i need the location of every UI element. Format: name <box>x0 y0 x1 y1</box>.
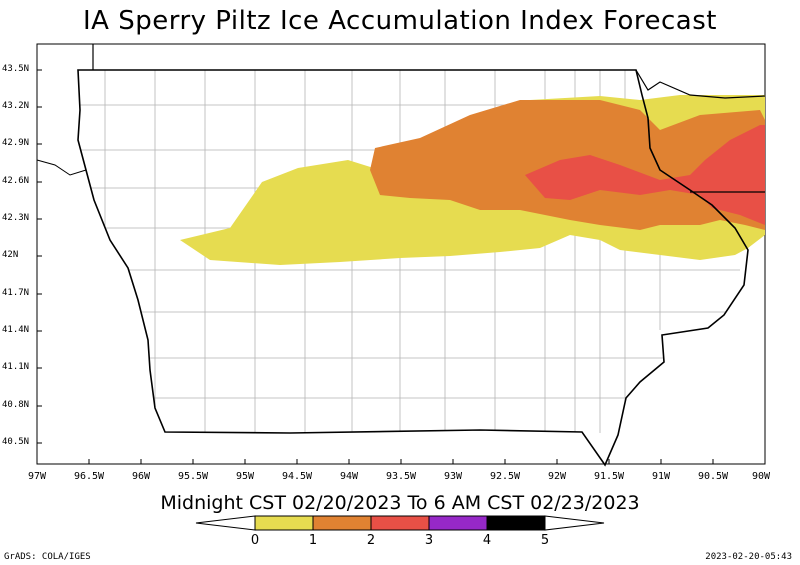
lon-label-91.5W: 91.5W <box>593 471 625 482</box>
credit-timestamp: 2023-02-20-05:43 <box>705 552 792 562</box>
forecast-period: Midnight CST 02/20/2023 To 6 AM CST 02/2… <box>160 492 640 514</box>
lon-label-92.5W: 92.5W <box>489 471 521 482</box>
colorbar <box>195 515 605 531</box>
colorbar-label-1: 1 <box>308 533 318 548</box>
lat-label-43.2N: 43.2N <box>2 101 30 111</box>
colorbar-segment-4-5 <box>486 515 546 531</box>
colorbar-segment-2-3 <box>370 515 430 531</box>
colorbar-label-0: 0 <box>250 533 260 548</box>
lat-label-41.7N: 41.7N <box>2 288 30 298</box>
minnesota-wisconsin-border <box>92 44 766 99</box>
lon-label-95.5W: 95.5W <box>177 471 209 482</box>
lon-label-91W: 91W <box>651 471 671 482</box>
lat-label-42.3N: 42.3N <box>2 213 30 223</box>
lon-label-94W: 94W <box>339 471 359 482</box>
lat-label-42N: 42N <box>2 250 19 260</box>
lon-label-95W: 95W <box>235 471 255 482</box>
lat-label-40.8N: 40.8N <box>2 400 30 410</box>
lat-label-41.1N: 41.1N <box>2 362 30 372</box>
lat-label-41.4N: 41.4N <box>2 325 30 335</box>
colorbar-label-3: 3 <box>424 533 434 548</box>
map-title: IA Sperry Piltz Ice Accumulation Index F… <box>83 6 717 36</box>
lat-label-43.5N: 43.5N <box>2 64 30 74</box>
lon-label-96.5W: 96.5W <box>73 471 105 482</box>
lon-label-90.5W: 90.5W <box>697 471 729 482</box>
lat-ticks <box>37 69 42 444</box>
lon-label-93.5W: 93.5W <box>385 471 417 482</box>
colorbar-label-4: 4 <box>482 533 492 548</box>
lon-label-96W: 96W <box>131 471 151 482</box>
colorbar-label-5: 5 <box>540 533 550 548</box>
colorbar-label-2: 2 <box>366 533 376 548</box>
credit-grads: GrADS: COLA/IGES <box>4 552 91 562</box>
colorbar-segment-0-1 <box>254 515 314 531</box>
lat-label-42.9N: 42.9N <box>2 138 30 148</box>
colorbar-segment-3-4 <box>428 515 488 531</box>
nebraska-river-border <box>36 159 87 176</box>
colorbar-segment-1-2 <box>312 515 372 531</box>
lat-label-42.6N: 42.6N <box>2 176 30 186</box>
lon-label-97W: 97W <box>27 471 47 482</box>
lon-label-94.5W: 94.5W <box>281 471 313 482</box>
lon-ticks <box>36 459 766 464</box>
ice-shading <box>180 95 765 265</box>
lon-label-93W: 93W <box>443 471 463 482</box>
lat-label-40.5N: 40.5N <box>2 437 30 447</box>
colorbar-high-arrow <box>544 515 605 531</box>
lon-label-90W: 90W <box>751 471 771 482</box>
lon-label-92W: 92W <box>547 471 567 482</box>
colorbar-low-arrow <box>195 515 256 531</box>
iowa-state-outline <box>77 69 749 467</box>
